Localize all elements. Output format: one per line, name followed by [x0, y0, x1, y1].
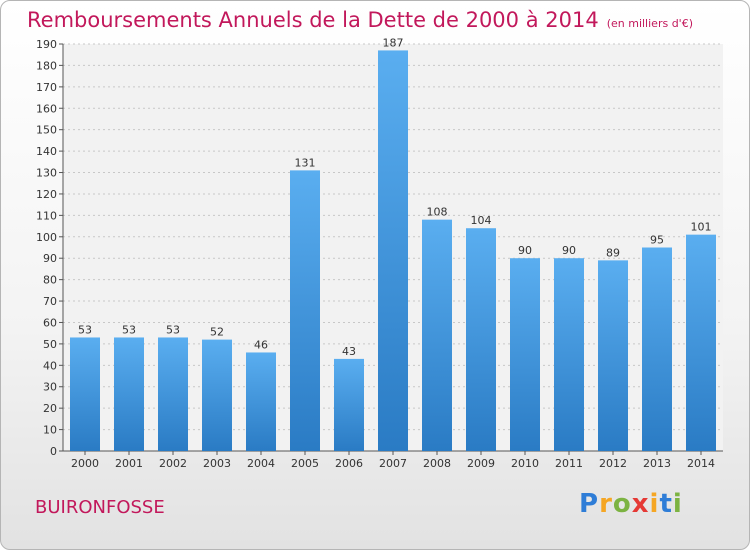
x-tick-label: 2001: [115, 457, 143, 470]
bar-value-label: 90: [562, 244, 576, 257]
bar-2008: [422, 219, 452, 451]
logo-letter: i: [672, 489, 683, 519]
logo-letter: r: [599, 489, 613, 519]
y-tick-label: 90: [43, 252, 57, 265]
bar-value-label: 53: [122, 323, 136, 336]
x-tick-label: 2008: [423, 457, 451, 470]
bar-2010: [510, 258, 540, 451]
bar-2007: [378, 50, 408, 451]
bar-value-label: 108: [427, 206, 448, 219]
x-tick-label: 2006: [335, 457, 363, 470]
bar-2011: [554, 258, 584, 451]
commune-name: BUIRONFOSSE: [35, 497, 165, 518]
bar-2004: [246, 352, 276, 451]
logo-letter: t: [659, 489, 673, 519]
bar-2002: [158, 337, 188, 451]
bar-value-label: 101: [691, 221, 712, 234]
bar-2003: [202, 339, 232, 451]
bar-value-label: 53: [78, 323, 92, 336]
logo-letter: i: [649, 489, 660, 519]
y-tick-label: 120: [36, 188, 57, 201]
bar-2012: [598, 260, 628, 451]
x-tick-label: 2005: [291, 457, 319, 470]
x-tick-label: 2009: [467, 457, 495, 470]
x-tick-label: 2013: [643, 457, 671, 470]
bar-value-label: 46: [254, 338, 268, 351]
y-tick-label: 180: [36, 59, 57, 72]
x-tick-label: 2014: [687, 457, 715, 470]
bar-value-label: 43: [342, 345, 356, 358]
chart-title: Remboursements Annuels de la Dette de 20…: [27, 8, 693, 32]
y-tick-label: 140: [36, 145, 57, 158]
y-tick-label: 150: [36, 124, 57, 137]
bar-value-label: 104: [471, 214, 492, 227]
y-tick-label: 80: [43, 274, 57, 287]
bar-2006: [334, 358, 364, 451]
bar-2001: [114, 337, 144, 451]
x-tick-label: 2002: [159, 457, 187, 470]
logo-letter: x: [631, 489, 650, 519]
logo-letter: P: [579, 489, 600, 519]
y-tick-label: 100: [36, 231, 57, 244]
bar-2013: [642, 247, 672, 451]
y-tick-label: 50: [43, 338, 57, 351]
y-tick-label: 20: [43, 402, 57, 415]
x-tick-label: 2003: [203, 457, 231, 470]
bar-2014: [686, 234, 716, 451]
y-tick-label: 160: [36, 102, 57, 115]
y-tick-label: 40: [43, 359, 57, 372]
bar-2005: [290, 170, 320, 451]
y-tick-label: 110: [36, 209, 57, 222]
y-tick-label: 130: [36, 167, 57, 180]
y-tick-label: 170: [36, 81, 57, 94]
y-tick-label: 30: [43, 381, 57, 394]
bar-value-label: 53: [166, 323, 180, 336]
x-tick-label: 2010: [511, 457, 539, 470]
y-tick-label: 0: [50, 445, 57, 458]
bar-value-label: 52: [210, 326, 224, 339]
logo-letter: o: [612, 489, 632, 519]
x-tick-label: 2004: [247, 457, 275, 470]
bar-value-label: 89: [606, 246, 620, 259]
chart-title-text: Remboursements Annuels de la Dette de 20…: [27, 8, 599, 32]
chart-subtitle: (en milliers d'€): [606, 17, 693, 30]
bar-2009: [466, 228, 496, 451]
bar-2000: [70, 337, 100, 451]
bar-value-label: 187: [383, 36, 404, 49]
x-tick-label: 2000: [71, 457, 99, 470]
y-tick-label: 70: [43, 295, 57, 308]
bar-value-label: 131: [295, 156, 316, 169]
bar-value-label: 90: [518, 244, 532, 257]
x-tick-label: 2007: [379, 457, 407, 470]
x-tick-label: 2011: [555, 457, 583, 470]
x-tick-label: 2012: [599, 457, 627, 470]
y-tick-label: 10: [43, 424, 57, 437]
y-tick-label: 60: [43, 316, 57, 329]
bar-value-label: 95: [650, 234, 664, 247]
y-tick-label: 190: [36, 38, 57, 51]
proxiti-logo: Proxiti: [579, 489, 683, 519]
